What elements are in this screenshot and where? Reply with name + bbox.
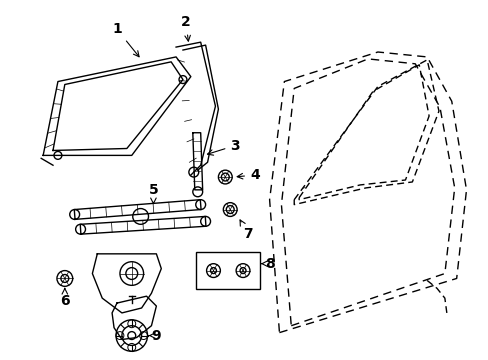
- Text: 7: 7: [240, 220, 252, 241]
- Text: 5: 5: [148, 183, 158, 203]
- Text: 3: 3: [207, 139, 240, 155]
- Text: 9: 9: [148, 329, 161, 343]
- Text: 6: 6: [60, 288, 69, 308]
- Text: 1: 1: [112, 22, 139, 57]
- Bar: [195, 252, 259, 289]
- Text: 8: 8: [261, 257, 274, 271]
- Text: 2: 2: [181, 15, 190, 41]
- Text: 4: 4: [237, 168, 259, 182]
